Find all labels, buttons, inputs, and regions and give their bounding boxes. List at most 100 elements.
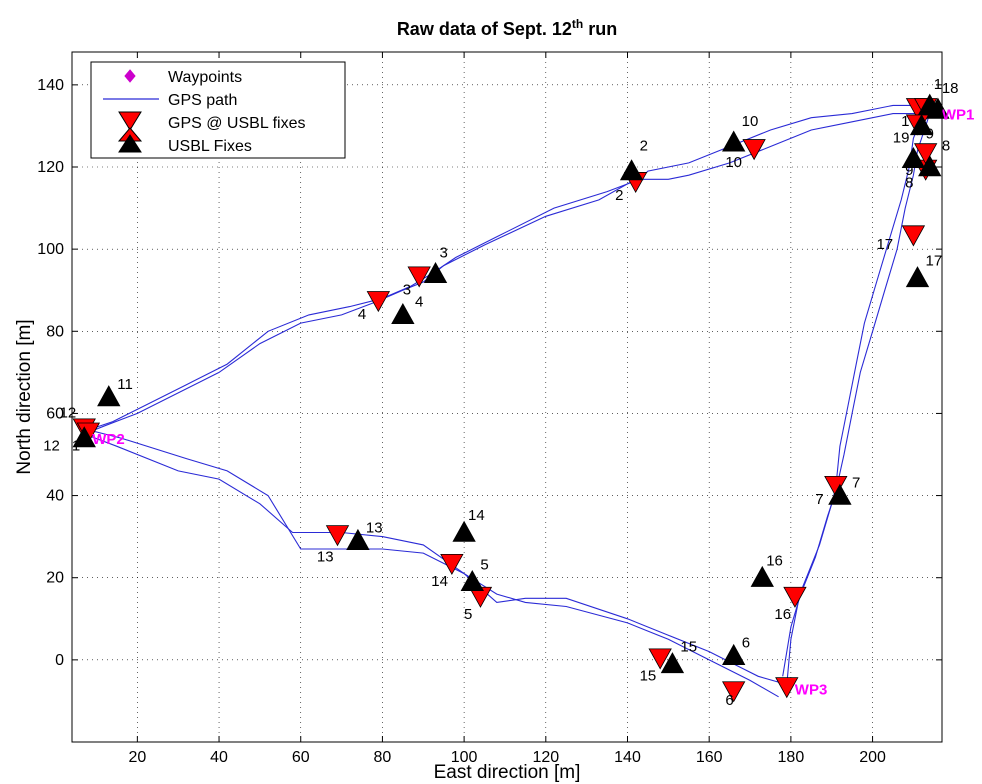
usbl-fix-marker-19 [909, 114, 934, 136]
fix-label: 8 [905, 175, 913, 192]
fix-label: 5 [480, 557, 488, 574]
y-tick-label: 100 [37, 241, 64, 258]
gps-fix-marker-20 [775, 677, 799, 699]
gps-fix-marker-14 [440, 553, 464, 576]
gps-fix-marker-15 [648, 648, 672, 670]
legend-label-waypoints: Waypoints [168, 69, 242, 86]
x-tick-label: 60 [292, 749, 310, 766]
fix-label: 16 [766, 552, 783, 569]
fix-label: 16 [774, 606, 791, 623]
fix-label: 17 [925, 253, 942, 270]
usbl-fix-marker-3 [423, 261, 448, 283]
gps-at-usbl-markers [72, 98, 938, 703]
fix-label: 6 [742, 635, 750, 652]
plot-frame [71, 51, 943, 743]
gps-fix-marker-3 [407, 266, 431, 288]
waypoint-diamond-icon [124, 69, 136, 83]
fix-label: 10 [725, 154, 742, 171]
gps-path-line-1 [82, 113, 931, 698]
y-tick-label: 120 [37, 159, 64, 176]
fix-label: 8 [942, 138, 950, 155]
usbl-fix-markers [72, 93, 950, 674]
fix-label: 1 [901, 113, 909, 130]
y-tick-label: 60 [46, 405, 64, 422]
usbl-fix-marker-9 [901, 146, 926, 168]
usbl-fix-marker-10 [722, 130, 746, 152]
y-tick-label: 20 [46, 570, 64, 587]
legend: Waypoints GPS path GPS @ USBL fixes USBL… [90, 61, 346, 159]
chart-title-main: Raw data of Sept. 12 [397, 19, 572, 39]
x-axis-ticks: 20 40 60 80 100 120 140 160 180 200 [128, 52, 886, 766]
fix-label: 18 [942, 80, 959, 97]
waypoint-label-wp2: WP2 [92, 431, 125, 448]
fix-label: 9 [905, 162, 913, 179]
fix-label: 2 [615, 187, 623, 204]
fix-label: 2 [640, 138, 648, 155]
fix-label: 9 [926, 125, 934, 142]
gps-fix-marker-10 [742, 139, 766, 161]
x-tick-label: 40 [210, 749, 228, 766]
chart-title-suffix: run [583, 19, 617, 39]
gps-fix-red-triangle-icon [118, 111, 142, 131]
gps-fix-marker-9 [913, 143, 938, 165]
usbl-fix-marker-2 [619, 159, 644, 181]
usbl-fix-marker-13 [346, 528, 370, 550]
x-tick-label: 20 [128, 749, 146, 766]
usbl-fix-triangle-icon [118, 134, 142, 153]
fix-label: 10 [742, 113, 759, 130]
gps-fix-marker-7 [824, 475, 848, 497]
fix-label: 12 [43, 437, 60, 454]
x-axis-label: East direction [m] [434, 762, 581, 783]
usbl-fix-marker-5 [460, 569, 484, 592]
waypoint-labels: WP1 WP2 WP3 [92, 107, 974, 699]
gps-fix-marker-17 [901, 225, 926, 247]
waypoint-label-wp3: WP3 [795, 682, 828, 699]
x-tick-label: 120 [532, 749, 559, 766]
fix-label: 7 [852, 474, 860, 491]
legend-label-gps-at-usbl: GPS @ USBL fixes [168, 115, 305, 132]
fix-label: 4 [415, 294, 423, 311]
usbl-fix-marker-6 [722, 643, 746, 665]
fix-label: 13 [317, 548, 334, 565]
y-tick-label: 80 [46, 323, 64, 340]
usbl-fix-marker-12 [72, 426, 96, 448]
y-tick-label: 40 [46, 488, 64, 505]
fix-label: 4 [358, 306, 366, 323]
fix-label: 17 [876, 236, 893, 253]
gps-fix-marker-16 [783, 586, 807, 608]
y-axis-ticks: 0 20 40 60 80 100 120 140 [37, 77, 942, 669]
fix-label: 15 [680, 639, 697, 656]
x-tick-label: 100 [451, 749, 478, 766]
usbl-fix-marker-18 [926, 97, 950, 119]
x-tick-label: 80 [374, 749, 392, 766]
fix-label: 1 [72, 437, 80, 454]
chart-title-superscript: th [572, 17, 583, 31]
fix-label: 5 [464, 606, 472, 623]
fix-label: 11 [117, 376, 133, 393]
fix-label: 14 [431, 573, 448, 590]
y-tick-label: 0 [55, 652, 64, 669]
legend-label-gps-path: GPS path [168, 92, 237, 109]
fix-label: 19 [893, 129, 910, 146]
fix-label: 3 [440, 244, 448, 261]
usbl-fix-marker-7 [828, 483, 852, 505]
x-tick-label: 140 [614, 749, 641, 766]
waypoint-label-wp1: WP1 [942, 107, 975, 124]
gps-path-line-2 [86, 104, 940, 686]
fix-label: 14 [468, 507, 485, 524]
chart-title: Raw data of Sept. 12th run [397, 17, 617, 39]
usbl-fix-marker-11 [97, 385, 121, 407]
usbl-fix-marker-15 [660, 652, 685, 674]
usbl-fix-marker-17 [905, 266, 930, 288]
gps-fix-marker-4 [366, 291, 391, 313]
usbl-fix-marker-4 [391, 303, 415, 325]
x-tick-label: 180 [778, 749, 805, 766]
y-axis-label: North direction [m] [14, 319, 35, 474]
fix-label: 7 [815, 491, 823, 508]
gps-path-lines [82, 104, 940, 698]
fix-label: 15 [640, 667, 657, 684]
gps-fix-marker-13 [325, 525, 350, 547]
x-tick-label: 160 [696, 749, 723, 766]
